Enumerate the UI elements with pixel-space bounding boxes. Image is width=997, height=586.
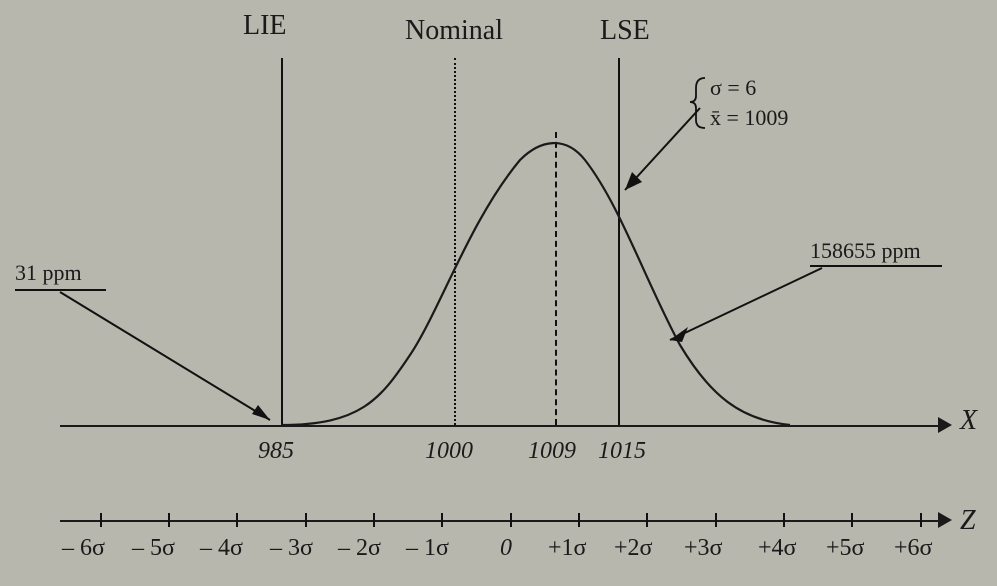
figure-svg [0,0,997,586]
left-ppm-arrow [60,292,270,420]
right-ppm-arrow [670,268,822,340]
process-capability-figure: LIE Nominal LSE X Z 985 1000 1009 1015 –… [0,0,997,586]
brace [690,78,705,128]
bell-curve [281,143,790,425]
left-ppm-arrowhead [252,405,270,420]
